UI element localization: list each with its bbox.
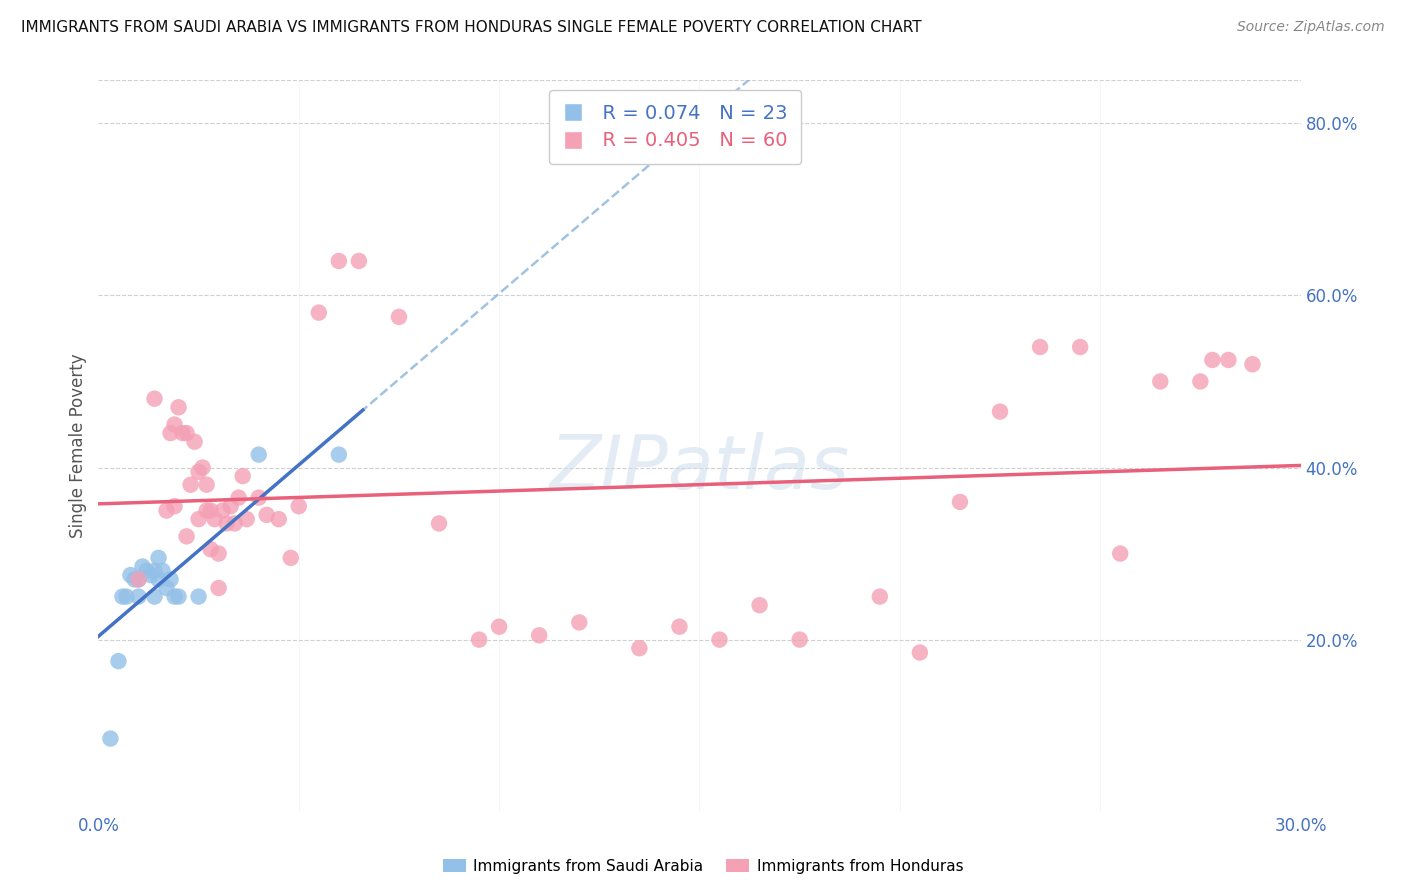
- Point: [488, 620, 510, 634]
- Point: [568, 615, 591, 630]
- Point: [139, 568, 162, 582]
- Point: [215, 516, 238, 531]
- Point: [143, 564, 166, 578]
- Point: [187, 512, 209, 526]
- Point: [187, 590, 209, 604]
- Point: [195, 503, 218, 517]
- Point: [1241, 357, 1264, 371]
- Point: [1189, 375, 1212, 389]
- Point: [100, 731, 122, 746]
- Point: [176, 426, 198, 441]
- Point: [107, 654, 129, 668]
- Point: [148, 550, 170, 565]
- Point: [267, 512, 290, 526]
- Point: [128, 590, 150, 604]
- Point: [232, 469, 254, 483]
- Point: [1201, 353, 1223, 368]
- Point: [668, 620, 690, 634]
- Point: [200, 503, 222, 517]
- Point: [128, 573, 150, 587]
- Point: [468, 632, 491, 647]
- Point: [191, 460, 214, 475]
- Legend: Immigrants from Saudi Arabia, Immigrants from Honduras: Immigrants from Saudi Arabia, Immigrants…: [436, 853, 970, 880]
- Point: [256, 508, 278, 522]
- Point: [143, 392, 166, 406]
- Point: [159, 426, 181, 441]
- Point: [328, 254, 350, 268]
- Point: [159, 573, 181, 587]
- Point: [211, 503, 233, 517]
- Point: [204, 512, 226, 526]
- Point: [200, 542, 222, 557]
- Legend:   R = 0.074   N = 23,   R = 0.405   N = 60: R = 0.074 N = 23, R = 0.405 N = 60: [550, 90, 801, 164]
- Point: [176, 529, 198, 543]
- Point: [949, 495, 972, 509]
- Point: [347, 254, 370, 268]
- Point: [128, 573, 150, 587]
- Point: [280, 550, 302, 565]
- Point: [1029, 340, 1052, 354]
- Point: [1069, 340, 1091, 354]
- Point: [988, 404, 1011, 418]
- Point: [328, 448, 350, 462]
- Point: [1218, 353, 1240, 368]
- Point: [908, 646, 931, 660]
- Point: [152, 564, 174, 578]
- Point: [167, 401, 190, 415]
- Point: [155, 503, 177, 517]
- Point: [120, 568, 142, 582]
- Point: [124, 573, 146, 587]
- Point: [195, 477, 218, 491]
- Text: Source: ZipAtlas.com: Source: ZipAtlas.com: [1237, 20, 1385, 34]
- Point: [247, 491, 270, 505]
- Point: [111, 590, 134, 604]
- Point: [163, 590, 186, 604]
- Point: [135, 564, 157, 578]
- Point: [208, 581, 231, 595]
- Point: [388, 310, 411, 324]
- Point: [709, 632, 731, 647]
- Point: [180, 477, 202, 491]
- Point: [748, 598, 770, 612]
- Point: [789, 632, 811, 647]
- Point: [247, 448, 270, 462]
- Point: [235, 512, 257, 526]
- Point: [187, 465, 209, 479]
- Point: [224, 516, 246, 531]
- Point: [529, 628, 551, 642]
- Point: [148, 573, 170, 587]
- Point: [208, 547, 231, 561]
- Text: IMMIGRANTS FROM SAUDI ARABIA VS IMMIGRANTS FROM HONDURAS SINGLE FEMALE POVERTY C: IMMIGRANTS FROM SAUDI ARABIA VS IMMIGRAN…: [21, 20, 922, 35]
- Y-axis label: Single Female Poverty: Single Female Poverty: [69, 354, 87, 538]
- Text: ZIPatlas: ZIPatlas: [550, 432, 849, 504]
- Point: [131, 559, 153, 574]
- Point: [288, 500, 311, 514]
- Point: [155, 581, 177, 595]
- Point: [172, 426, 194, 441]
- Point: [163, 417, 186, 432]
- Point: [143, 590, 166, 604]
- Point: [1149, 375, 1171, 389]
- Point: [628, 641, 651, 656]
- Point: [308, 305, 330, 319]
- Point: [1109, 547, 1132, 561]
- Point: [163, 500, 186, 514]
- Point: [219, 500, 242, 514]
- Point: [869, 590, 891, 604]
- Point: [427, 516, 450, 531]
- Point: [183, 434, 205, 449]
- Point: [228, 491, 250, 505]
- Point: [167, 590, 190, 604]
- Point: [115, 590, 138, 604]
